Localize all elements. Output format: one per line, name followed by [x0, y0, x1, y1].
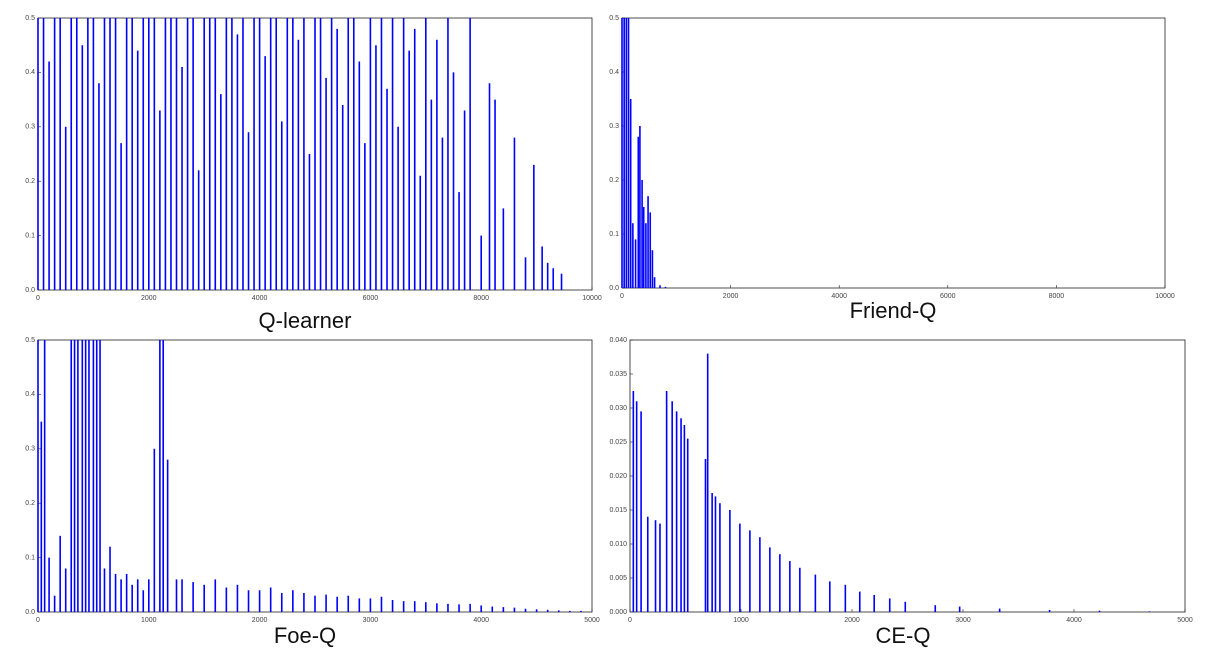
chart-title: Q-learner: [259, 308, 352, 333]
x-tick-label: 4000: [473, 617, 489, 624]
y-tick-label: 0.5: [25, 15, 35, 22]
x-tick-label: 5000: [584, 617, 600, 624]
x-tick-label: 1000: [141, 617, 157, 624]
chart-title: CE-Q: [876, 623, 931, 648]
y-tick-label: 0.005: [609, 575, 627, 582]
y-tick-label: 0.025: [609, 439, 627, 446]
y-tick-label: 0.2: [25, 178, 35, 185]
y-tick-label: 0.000: [609, 609, 627, 616]
x-tick-label: 0: [628, 617, 632, 624]
y-tick-label: 0.035: [609, 371, 627, 378]
y-tick-label: 0.3: [25, 446, 35, 453]
y-tick-label: 0.1: [609, 231, 619, 238]
x-tick-label: 4000: [1066, 617, 1082, 624]
x-tick-label: 0: [620, 293, 624, 300]
y-tick-label: 0.1: [25, 232, 35, 239]
x-tick-label: 4000: [831, 293, 847, 300]
y-tick-label: 0.2: [609, 177, 619, 184]
y-tick-label: 0.1: [25, 554, 35, 561]
y-tick-label: 0.0: [25, 287, 35, 294]
plot-frame: [621, 17, 1166, 289]
plot-frame: [37, 339, 593, 613]
y-tick-label: 0.020: [609, 473, 627, 480]
x-tick-label: 10000: [582, 295, 602, 302]
x-tick-label: 8000: [473, 295, 489, 302]
y-tick-label: 0.5: [25, 337, 35, 344]
y-tick-label: 0.010: [609, 541, 627, 548]
y-tick-label: 0.3: [25, 124, 35, 131]
x-tick-label: 0: [36, 295, 40, 302]
x-tick-label: 8000: [1049, 293, 1065, 300]
x-tick-label: 2000: [723, 293, 739, 300]
y-tick-label: 0.0: [609, 285, 619, 292]
x-tick-label: 5000: [1177, 617, 1193, 624]
y-tick-label: 0.040: [609, 337, 627, 344]
x-tick-label: 2000: [252, 617, 268, 624]
x-tick-label: 6000: [940, 293, 956, 300]
x-tick-label: 3000: [955, 617, 971, 624]
x-tick-label: 2000: [141, 295, 157, 302]
x-tick-label: 1000: [733, 617, 749, 624]
x-tick-label: 10000: [1155, 293, 1175, 300]
y-tick-label: 0.4: [25, 391, 35, 398]
y-tick-label: 0.5: [609, 15, 619, 22]
plot-frame: [629, 339, 1186, 613]
x-tick-label: 6000: [363, 295, 379, 302]
y-tick-label: 0.030: [609, 405, 627, 412]
chart-title: Friend-Q: [850, 298, 937, 323]
x-tick-label: 4000: [252, 295, 268, 302]
y-tick-label: 0.2: [25, 500, 35, 507]
x-tick-label: 2000: [844, 617, 860, 624]
y-tick-label: 0.4: [609, 69, 619, 76]
y-tick-label: 0.4: [25, 69, 35, 76]
y-tick-label: 0.0: [25, 609, 35, 616]
x-tick-label: 3000: [363, 617, 379, 624]
y-tick-label: 0.015: [609, 507, 627, 514]
x-tick-label: 0: [36, 617, 40, 624]
chart-title: Foe-Q: [274, 623, 336, 648]
y-tick-label: 0.3: [609, 123, 619, 130]
